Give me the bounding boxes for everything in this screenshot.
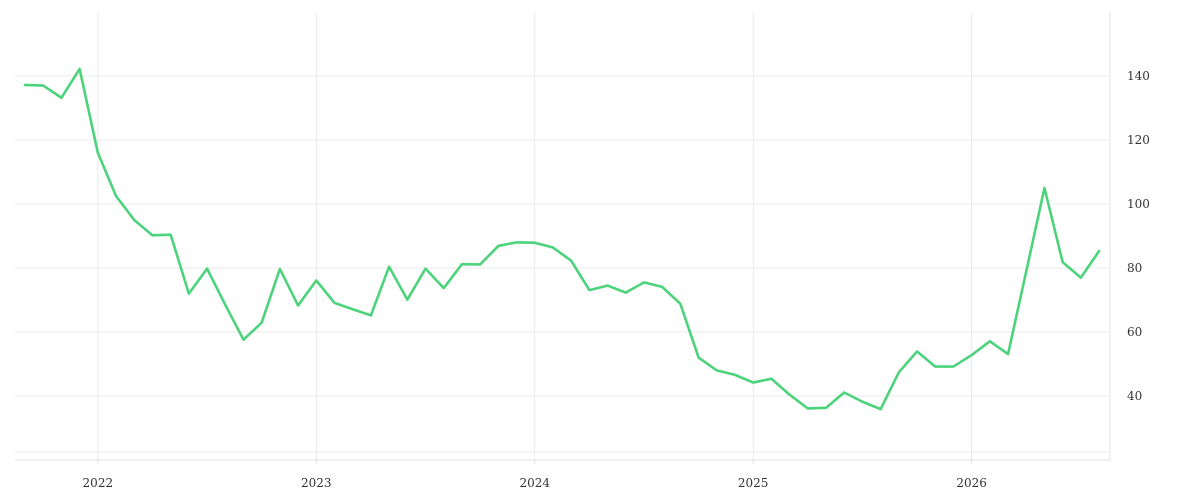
x-tick-label: 2026 (956, 476, 987, 490)
y-tick-label: 100 (1127, 197, 1150, 211)
y-tick-label: 40 (1127, 389, 1142, 403)
y-tick-label: 140 (1127, 69, 1150, 83)
series-layer (23, 67, 1101, 411)
x-tick-label: 2023 (301, 476, 332, 490)
x-tick-label: 2025 (738, 476, 769, 490)
y-tick-label: 60 (1127, 325, 1142, 339)
gridlines (15, 12, 1110, 460)
y-axis-ticks: 40 60 80 100 120 140 (1127, 69, 1150, 403)
x-axis-ticks: 2022 2023 2024 2025 2026 (83, 476, 987, 490)
x-tick-label: 2024 (519, 476, 550, 490)
axes (15, 12, 1111, 464)
y-tick-label: 80 (1127, 261, 1142, 275)
series-line (23, 67, 1101, 411)
y-tick-label: 120 (1127, 133, 1150, 147)
x-tick-label: 2022 (83, 476, 114, 490)
